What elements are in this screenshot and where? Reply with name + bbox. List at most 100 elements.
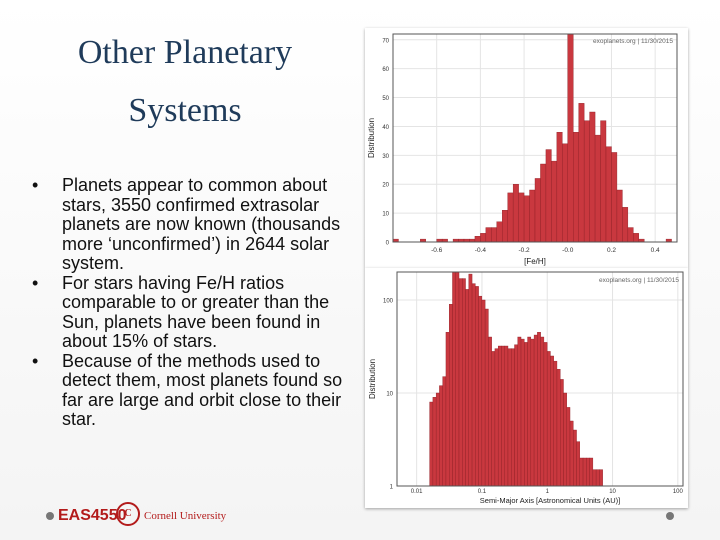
histogram-bar bbox=[556, 132, 563, 243]
histogram-bar bbox=[491, 351, 496, 487]
histogram-bar bbox=[442, 376, 447, 487]
histogram-bar bbox=[540, 163, 547, 243]
chart-watermark: exoplanets.org | 11/30/2015 bbox=[593, 38, 673, 45]
histogram-bar bbox=[563, 392, 567, 487]
slide-title-line2: Systems bbox=[128, 92, 242, 129]
histogram-bar bbox=[523, 195, 530, 243]
histogram-bar bbox=[633, 233, 639, 243]
histogram-bar bbox=[524, 342, 528, 487]
histogram-bar bbox=[595, 469, 600, 487]
slide-title-line1: Other Planetary bbox=[77, 34, 293, 71]
histogram-bar bbox=[546, 351, 551, 487]
y-tick-label: 40 bbox=[382, 125, 389, 131]
histogram-bar bbox=[551, 160, 558, 243]
histogram-bar bbox=[567, 33, 574, 243]
histogram-bar bbox=[573, 132, 579, 243]
histogram-bar bbox=[579, 457, 584, 487]
histogram-bar bbox=[496, 221, 503, 243]
histogram-bar bbox=[511, 348, 515, 487]
histogram-bar bbox=[478, 295, 483, 487]
x-tick-label: 0.2 bbox=[607, 247, 616, 254]
histogram-bar bbox=[488, 336, 492, 487]
histogram-bar bbox=[439, 385, 443, 487]
histogram-bar bbox=[432, 397, 437, 487]
histogram-bar bbox=[494, 348, 499, 487]
x-tick-label: -0.6 bbox=[431, 247, 443, 254]
x-tick-label: -0.0 bbox=[562, 247, 574, 254]
histogram-bar bbox=[560, 379, 564, 487]
chart-watermark: exoplanets.org | 11/30/2015 bbox=[599, 277, 679, 284]
histogram-bar bbox=[475, 286, 479, 487]
histogram-bar bbox=[520, 338, 525, 487]
histogram-bar bbox=[497, 345, 502, 487]
x-tick-label: 10 bbox=[609, 489, 616, 495]
histogram-bar bbox=[589, 457, 594, 487]
bullet-item: • Planets appear to common about stars, … bbox=[32, 175, 362, 274]
semimajor-axis-histogram-svg: 1 10 100 0.01 0.1 1 10 100 exoplanets.org | 11/3… bbox=[368, 271, 684, 505]
histogram-bar bbox=[465, 289, 470, 487]
histogram-bar bbox=[449, 304, 453, 487]
x-tick-label: 0.4 bbox=[651, 247, 660, 254]
y-tick-label: 30 bbox=[382, 154, 389, 160]
histogram-bar bbox=[518, 192, 525, 243]
x-tick-label: 0.1 bbox=[478, 489, 487, 495]
histogram-bar bbox=[556, 369, 561, 487]
histogram-bar bbox=[589, 111, 596, 243]
y-tick-label: 50 bbox=[382, 96, 389, 102]
histogram-bar bbox=[566, 407, 571, 487]
histogram-bar bbox=[562, 143, 568, 243]
histogram-bar bbox=[455, 271, 460, 487]
bullet-text: Planets appear to common about stars, 35… bbox=[62, 175, 341, 273]
footer-dot-right bbox=[666, 512, 674, 520]
bullet-symbol: • bbox=[32, 350, 39, 371]
bullet-item: • For stars having Fe/H ratios comparabl… bbox=[32, 272, 362, 352]
bullet-list: • Planets appear to common about stars, … bbox=[32, 175, 362, 430]
histogram-bar bbox=[582, 457, 587, 487]
histogram-bar bbox=[517, 336, 522, 487]
histogram-bar bbox=[529, 189, 536, 243]
plot-border bbox=[392, 33, 678, 243]
histogram-bar bbox=[576, 441, 581, 487]
slide-title: Other Planetary Systems bbox=[30, 24, 340, 140]
y-tick-label: 70 bbox=[382, 38, 389, 44]
histogram-bar bbox=[599, 469, 603, 487]
histogram-bar bbox=[530, 338, 535, 487]
bullet-symbol: • bbox=[32, 175, 39, 195]
x-tick-label: 100 bbox=[673, 489, 684, 495]
histogram-bar bbox=[553, 360, 558, 487]
metallicity-histogram-svg: 0 10 20 30 40 50 60 70 -0.6 -0.4 -0.2 -0.0 0.2 0.4 exo… bbox=[367, 33, 678, 266]
y-tick-label: 20 bbox=[382, 183, 389, 189]
histogram-bar bbox=[504, 345, 509, 487]
histogram-bar bbox=[600, 120, 607, 243]
histogram-bar bbox=[578, 103, 585, 243]
bullet-text: For stars having Fe/H ratios comparable … bbox=[62, 272, 330, 351]
histogram-bar bbox=[533, 334, 538, 487]
metallicity-histogram: 0 10 20 30 40 50 60 70 -0.6 -0.4 -0.2 -0.0 0.2 0.4 exo… bbox=[365, 28, 688, 268]
histogram-bar bbox=[468, 273, 473, 487]
bullet-text: Because of the methods used to detect th… bbox=[62, 350, 343, 429]
semimajor-axis-histogram: 1 10 100 0.01 0.1 1 10 100 exoplanets.org | 11/3… bbox=[365, 268, 688, 508]
plot-border bbox=[396, 271, 684, 487]
histogram-bar bbox=[445, 332, 450, 487]
histogram-bar bbox=[462, 278, 466, 487]
histogram-bar bbox=[484, 308, 489, 487]
histogram-bar bbox=[534, 178, 541, 243]
histogram-bar bbox=[550, 355, 554, 487]
histogram-bar bbox=[622, 207, 629, 243]
histogram-bar bbox=[501, 345, 505, 487]
histogram-bar bbox=[485, 227, 492, 243]
y-tick-label: 10 bbox=[386, 391, 393, 397]
histogram-bar bbox=[592, 469, 597, 487]
histogram-bar bbox=[611, 152, 618, 243]
bullet-symbol: • bbox=[32, 272, 39, 293]
histogram-bar bbox=[545, 149, 552, 243]
histogram-bar bbox=[573, 429, 577, 487]
cornell-seal-icon: C bbox=[116, 502, 140, 526]
y-tick-label: 100 bbox=[383, 298, 394, 304]
histogram-bar bbox=[586, 457, 590, 487]
y-tick-label: 60 bbox=[382, 67, 389, 73]
histogram-bar bbox=[507, 192, 514, 243]
bullet-item: • Because of the methods used to detect … bbox=[32, 350, 362, 430]
histogram-bar bbox=[474, 236, 481, 243]
histogram-bar bbox=[502, 210, 508, 243]
